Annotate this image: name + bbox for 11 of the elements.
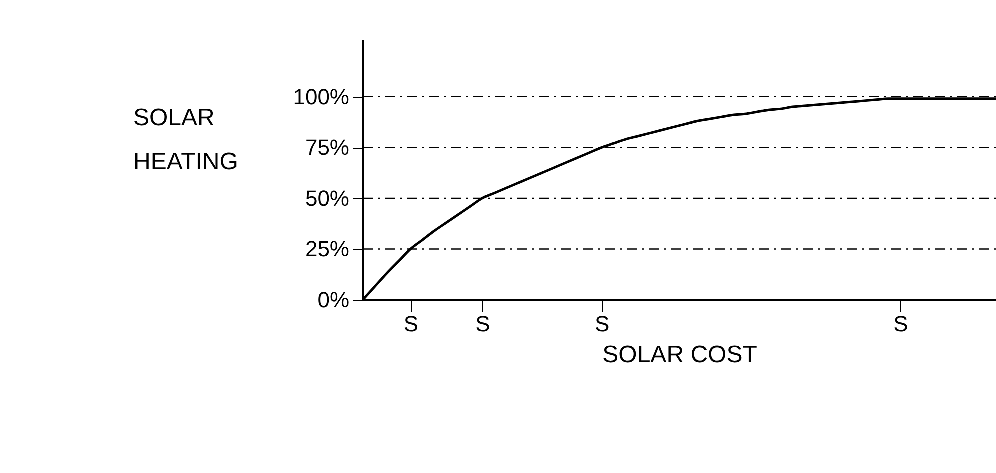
x-tick-label: S: [595, 312, 610, 336]
x-tick-label: S: [894, 312, 908, 336]
y-tick-label: 25%: [305, 236, 350, 262]
x-axis-title: SOLAR COST: [602, 342, 758, 368]
y-tick-label: 100%: [293, 84, 350, 110]
x-tick-label: S: [404, 312, 419, 336]
y-tick-label: 50%: [305, 186, 350, 211]
y-tick-label: 75%: [305, 135, 350, 160]
y-tick-label: 0%: [318, 288, 350, 312]
y-axis-title: SOLAR HEATING: [134, 104, 238, 176]
x-tick-label: S: [476, 312, 490, 336]
